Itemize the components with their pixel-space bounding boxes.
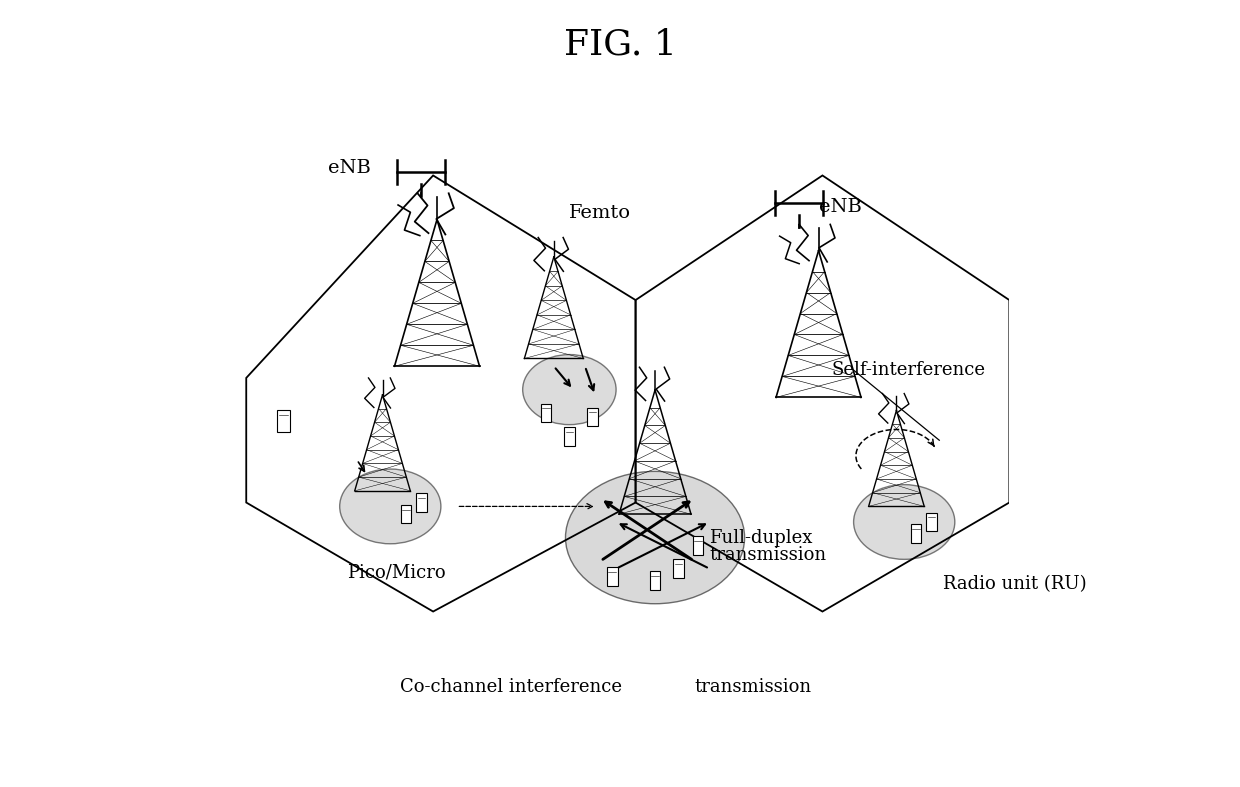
Text: Radio unit (RU): Radio unit (RU) — [944, 575, 1086, 593]
Bar — [278, 410, 290, 431]
Bar — [926, 512, 936, 531]
Text: Self-interference: Self-interference — [832, 361, 986, 379]
Ellipse shape — [523, 355, 616, 425]
Text: Pico/Micro: Pico/Micro — [347, 563, 446, 582]
Bar — [564, 427, 574, 445]
Bar — [401, 505, 412, 523]
Text: FIG. 1: FIG. 1 — [563, 28, 677, 61]
Text: eNB: eNB — [818, 198, 862, 216]
Text: transmission: transmission — [709, 546, 827, 564]
Text: eNB: eNB — [327, 159, 371, 177]
Bar — [910, 524, 921, 543]
Ellipse shape — [340, 469, 441, 544]
Text: Co-channel interference: Co-channel interference — [401, 678, 622, 696]
Text: transmission: transmission — [694, 678, 811, 696]
Bar — [693, 536, 703, 555]
Text: Femto: Femto — [569, 204, 631, 222]
Ellipse shape — [853, 485, 955, 560]
Bar — [650, 571, 661, 589]
Text: Full-duplex: Full-duplex — [709, 529, 813, 546]
Ellipse shape — [565, 471, 744, 604]
Bar — [673, 560, 683, 578]
Bar — [606, 567, 618, 586]
Bar — [588, 408, 598, 426]
Bar — [541, 404, 552, 423]
Bar — [417, 493, 427, 512]
